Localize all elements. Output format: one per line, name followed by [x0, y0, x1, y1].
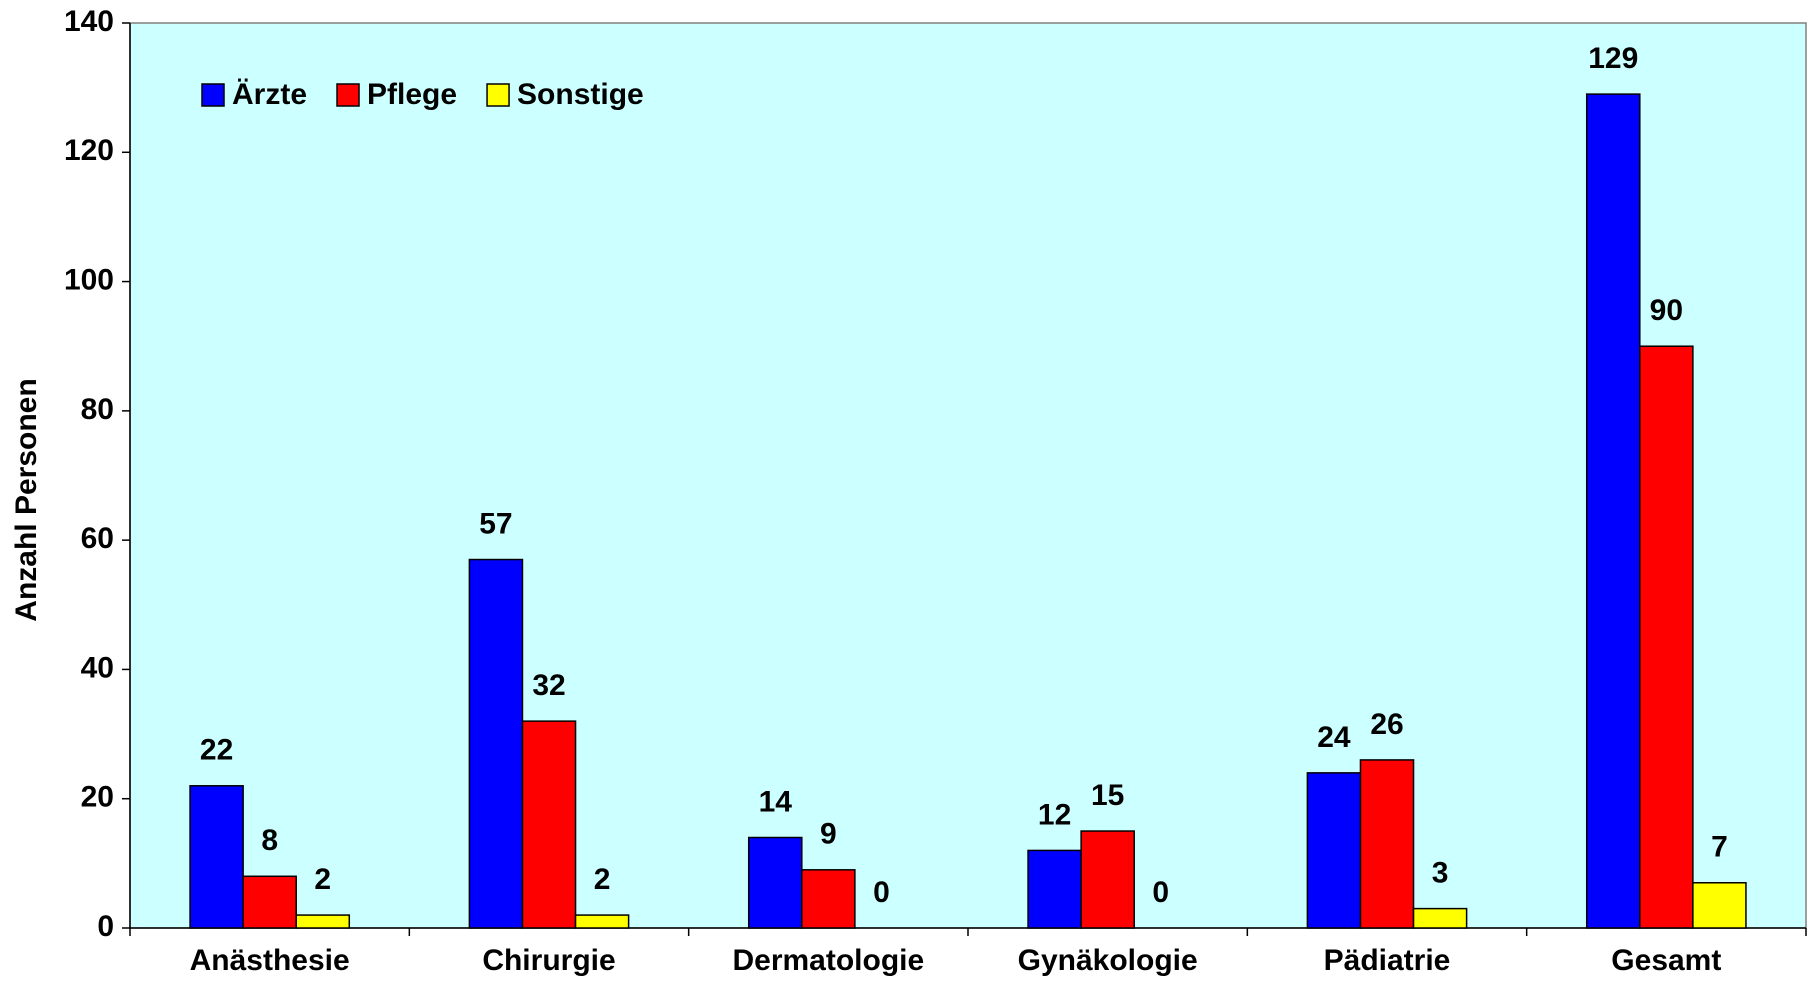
- y-tick-label: 120: [64, 134, 114, 167]
- data-label: 3: [1432, 857, 1449, 890]
- bar: [521, 720, 577, 929]
- bar: [1585, 93, 1641, 929]
- data-label: 15: [1091, 779, 1124, 812]
- bar: [1692, 882, 1747, 929]
- legend-label: Ärzte: [232, 78, 307, 111]
- data-label: 90: [1650, 294, 1683, 327]
- legend-swatch: [201, 83, 225, 107]
- y-tick-label: 20: [81, 781, 114, 814]
- bar: [747, 836, 803, 929]
- data-label: 8: [261, 824, 278, 857]
- bar: [1412, 907, 1468, 929]
- data-label: 57: [479, 507, 512, 540]
- data-label: 0: [873, 876, 890, 909]
- data-label: 32: [532, 669, 565, 702]
- legend-label: Sonstige: [517, 78, 644, 111]
- y-tick-label: 40: [81, 651, 114, 684]
- data-label: 2: [594, 863, 611, 896]
- x-tick-label: Anästhesie: [190, 944, 350, 977]
- bar: [801, 869, 856, 929]
- bar: [1080, 830, 1135, 929]
- data-label: 12: [1038, 798, 1071, 831]
- y-axis-label: Anzahl Personen: [10, 378, 43, 621]
- data-label: 129: [1588, 42, 1638, 75]
- legend-swatch: [486, 83, 510, 107]
- x-tick-label: Gynäkologie: [1018, 944, 1198, 977]
- bar: [295, 914, 351, 929]
- data-label: 26: [1370, 708, 1403, 741]
- y-tick-label: 140: [64, 5, 114, 38]
- x-tick-label: Chirurgie: [482, 944, 615, 977]
- bar: [1027, 849, 1082, 929]
- bar: [1306, 772, 1362, 929]
- data-label: 2: [314, 863, 331, 896]
- data-label: 24: [1317, 721, 1351, 754]
- bar: [468, 558, 524, 929]
- bar: [574, 914, 630, 929]
- data-label: 7: [1711, 831, 1728, 864]
- legend-label: Pflege: [367, 78, 457, 111]
- legend-swatch: [336, 83, 360, 107]
- x-tick-label: Gesamt: [1611, 944, 1721, 977]
- bar: [189, 785, 244, 929]
- bar: [1359, 759, 1415, 929]
- data-label: 22: [200, 734, 233, 767]
- y-tick-label: 0: [97, 910, 114, 943]
- y-tick-label: 100: [64, 263, 114, 296]
- plot-area: [129, 22, 1807, 929]
- bar: [1639, 345, 1694, 929]
- bar: [242, 875, 297, 929]
- y-tick-label: 60: [81, 522, 114, 555]
- x-tick-label: Pädiatrie: [1324, 944, 1451, 977]
- data-label: 14: [759, 785, 793, 818]
- data-label: 0: [1152, 876, 1169, 909]
- x-tick-label: Dermatologie: [732, 944, 924, 977]
- data-label: 9: [820, 818, 837, 851]
- y-tick-label: 80: [81, 393, 114, 426]
